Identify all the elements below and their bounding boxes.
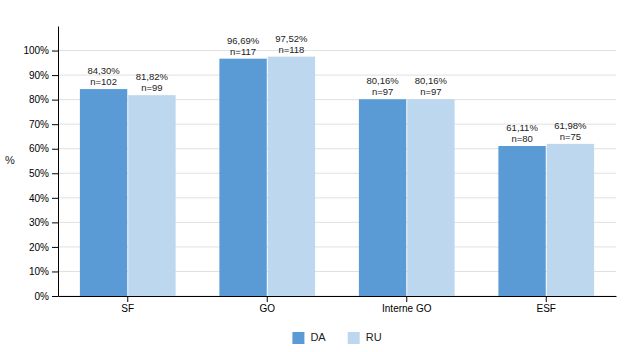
y-tick-mark [52,100,58,101]
x-tick-label: Interne GO [382,303,432,314]
data-label-line: 81,82% [136,71,169,82]
y-tick: 50% [29,168,58,179]
data-label: 80,16%n=97 [415,75,448,97]
y-tick: 70% [29,119,58,130]
legend-label: DA [310,331,326,343]
y-tick-mark [52,124,58,125]
bar [498,146,545,296]
y-tick-mark [52,247,58,248]
y-axis: 0% 10% 20% 30% 40% 50% 60% 70% 80% 90% 100% [23,27,58,302]
bars [80,57,594,296]
legend-swatch [348,332,360,344]
y-tick-mark [52,75,58,76]
y-tick: 60% [29,143,58,154]
y-tick: 40% [29,193,58,204]
y-tick: 30% [29,217,58,228]
legend-swatch [292,332,304,344]
bar [80,89,127,296]
data-label: 96,69%n=117 [227,35,260,57]
y-tick-label: 10% [29,266,49,277]
data-label-line: 80,16% [366,75,399,86]
x-axis: SF GO Interne GO ESF [59,296,617,314]
x-tick-mark [127,296,128,302]
x-tick-mark [267,296,268,302]
x-tick-mark [546,296,547,302]
y-axis-title: % [5,154,15,166]
legend-label: RU [366,331,382,343]
y-tick-label: 50% [29,168,49,179]
data-label-line: n=97 [420,86,441,97]
grid-line [58,50,616,51]
chart: 84,30%n=10296,69%n=11780,16%n=9761,11%n=… [0,0,632,352]
y-tick-mark [52,173,58,174]
data-label-line: n=99 [141,82,162,93]
x-tick: Interne GO [382,296,432,314]
data-label-line: 61,11% [506,122,538,133]
y-tick-label: 40% [29,193,49,204]
bar [268,57,315,296]
bar [547,144,594,296]
bar [219,59,266,296]
x-tick: GO [259,296,275,314]
y-tick-label: 20% [29,242,49,253]
y-tick-mark [52,296,58,297]
y-axis-line [58,27,59,297]
x-tick-label: ESF [537,303,556,314]
data-label-line: 97,52% [275,33,308,44]
data-label-line: n=97 [372,86,393,97]
y-tick: 0% [35,291,58,302]
data-label: 84,30%n=102 [87,65,120,87]
y-tick: 20% [29,242,58,253]
data-label: 61,11%n=80 [506,122,538,144]
y-tick: 100% [23,45,58,56]
y-tick-mark [52,51,58,52]
x-tick-label: GO [259,303,275,314]
x-tick-mark [406,296,407,302]
x-axis-line [59,296,617,297]
data-label-line: 84,30% [87,65,120,76]
y-tick-label: 30% [29,217,49,228]
bar [359,99,406,296]
y-tick-label: 90% [29,70,49,81]
data-label-line: n=117 [230,46,256,57]
data-label-line: 80,16% [415,75,448,86]
data-label-line: n=75 [560,131,581,142]
y-tick-mark [52,271,58,272]
data-label-line: n=118 [278,44,304,55]
bar [128,95,175,296]
legend-item: DA [292,331,326,344]
y-tick-label: 100% [23,45,49,56]
data-label-line: n=80 [511,133,532,144]
legend-item: RU [348,331,382,344]
x-tick: SF [121,296,134,314]
y-tick-mark [52,149,58,150]
grid [58,51,616,296]
data-labels: 84,30%n=10296,69%n=11780,16%n=9761,11%n=… [87,33,587,144]
data-label-line: 96,69% [227,35,260,46]
y-tick: 80% [29,94,58,105]
data-label: 80,16%n=97 [366,75,399,97]
y-tick-label: 60% [29,143,49,154]
y-tick-label: 80% [29,94,49,105]
data-label: 81,82%n=99 [136,71,169,93]
data-label: 61,98%n=75 [554,120,587,142]
bar [407,99,454,296]
y-tick-label: 70% [29,119,49,130]
data-label-line: 61,98% [554,120,587,131]
y-tick-label: 0% [35,291,50,302]
x-tick-label: SF [121,303,134,314]
y-tick: 90% [29,70,58,81]
x-tick: ESF [537,296,556,314]
data-label: 97,52%n=118 [275,33,308,55]
data-label-line: n=102 [90,76,117,87]
y-tick: 10% [29,266,58,277]
legend: DA RU [292,331,381,344]
y-tick-mark [52,198,58,199]
y-tick-mark [52,222,58,223]
plot: 84,30%n=10296,69%n=11780,16%n=9761,11%n=… [23,27,616,315]
